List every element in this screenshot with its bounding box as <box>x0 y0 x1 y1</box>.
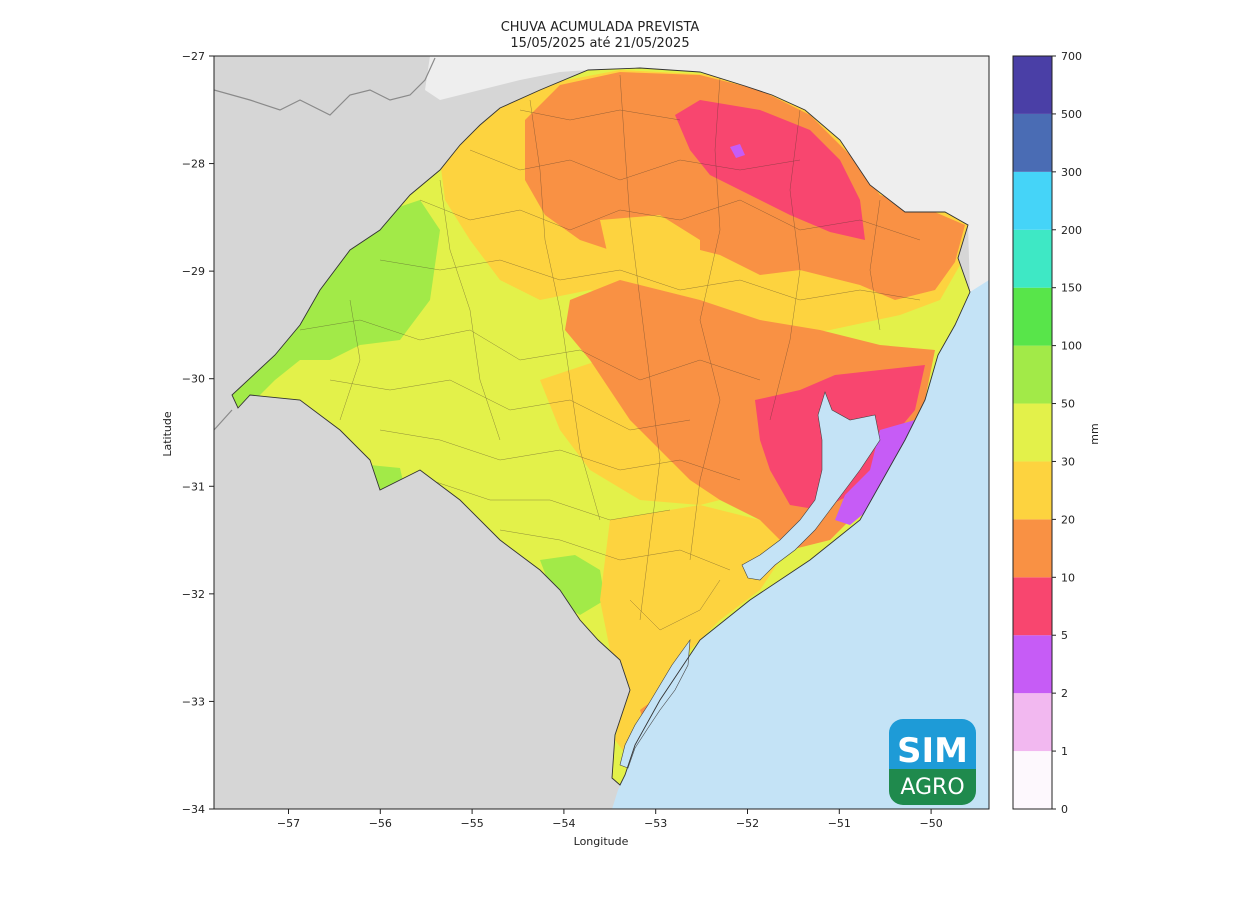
colorbar-band-150-200 <box>1013 229 1052 288</box>
colorbar-tick-label: 20 <box>1061 513 1075 526</box>
map-title-line1: CHUVA ACUMULADA PREVISTA <box>501 20 700 35</box>
map-panel <box>214 56 989 809</box>
colorbar-band-30-50 <box>1013 403 1052 462</box>
y-axis: −27 −28 −29 −30 −31 −32 −33 −34 <box>182 50 214 816</box>
logo-text-sim: SIM <box>897 731 968 771</box>
colorbar-unit-label: mm <box>1088 423 1101 444</box>
colorbar-tick-label: 50 <box>1061 398 1075 411</box>
zone-2-5-coast <box>835 420 915 525</box>
colorbar-band-300-500 <box>1013 113 1052 172</box>
border-line-north <box>214 57 436 116</box>
y-tick-label: −30 <box>182 373 205 386</box>
colorbar-band-500-700 <box>1013 56 1052 114</box>
atlantic-ocean <box>612 280 989 809</box>
colorbar-band-1-2 <box>1013 693 1052 752</box>
colorbar-tick-label: 30 <box>1061 455 1075 468</box>
colorbar-band-50-100 <box>1013 345 1052 404</box>
colorbar-tick-label: 5 <box>1061 629 1068 642</box>
x-tick-label: −50 <box>919 817 942 830</box>
colorbar-tick-label: 100 <box>1061 340 1082 353</box>
municipality-boundaries <box>299 74 921 631</box>
map-title-line2: 15/05/2025 até 21/05/2025 <box>510 36 689 51</box>
map-frame <box>213 55 990 810</box>
y-tick-label: −29 <box>182 265 205 278</box>
colorbar: 0 1 2 5 10 20 30 50 100 150 200 300 500 700 <box>1013 50 1082 816</box>
colorbar-band-200-300 <box>1013 171 1052 230</box>
lagoa-dos-patos <box>741 391 881 581</box>
y-tick-label: −32 <box>182 588 205 601</box>
sim-agro-logo: SIM AGRO <box>889 719 976 805</box>
colorbar-band-0-1 <box>1013 751 1052 809</box>
x-tick-label: −52 <box>736 817 759 830</box>
x-tick-label: −57 <box>277 817 300 830</box>
zone-2-5-north-spot <box>730 144 745 158</box>
colorbar-tick-label: 300 <box>1061 166 1082 179</box>
x-tick-label: −54 <box>552 817 575 830</box>
logo-text-agro: AGRO <box>900 775 964 800</box>
colorbar-band-2-5 <box>1013 635 1052 694</box>
x-tick-label: −53 <box>644 817 667 830</box>
colorbar-tick-label: 1 <box>1061 745 1068 758</box>
colorbar-band-5-10 <box>1013 577 1052 636</box>
zone-50-100-west <box>232 200 440 410</box>
x-tick-label: −51 <box>828 817 851 830</box>
colorbar-tick-label: 200 <box>1061 224 1082 237</box>
logo-bottom-panel <box>889 769 976 805</box>
y-axis-label: Latitude <box>161 411 174 457</box>
x-axis: −57 −56 −55 −54 −53 −52 −51 −50 <box>277 809 943 830</box>
y-tick-label: −31 <box>182 480 205 493</box>
x-axis-label: Longitude <box>574 835 629 848</box>
colorbar-tick-label: 150 <box>1061 282 1082 295</box>
zone-20-30-island <box>600 215 700 280</box>
colorbar-tick-label: 0 <box>1061 803 1068 816</box>
state-outline <box>231 67 971 786</box>
zone-20-30-south <box>600 505 790 760</box>
y-tick-label: −33 <box>182 695 205 708</box>
colorbar-band-10-20 <box>1013 519 1052 578</box>
x-tick-label: −55 <box>460 817 483 830</box>
santa-catarina-land <box>425 56 989 292</box>
colorbar-frame <box>1012 55 1053 810</box>
colorbar-tick-label: 2 <box>1061 687 1068 700</box>
logo-top-panel <box>889 719 976 769</box>
zone-5-10-north <box>675 100 865 240</box>
colorbar-tick-label: 700 <box>1061 50 1082 63</box>
colorbar-band-20-30 <box>1013 461 1052 520</box>
border-line-west <box>214 409 233 431</box>
lagoa-mirim <box>619 638 691 769</box>
y-tick-label: −28 <box>182 158 205 171</box>
colorbar-band-100-150 <box>1013 287 1052 346</box>
colorbar-tick-label: 10 <box>1061 571 1075 584</box>
rio-grande-do-sul <box>231 67 971 786</box>
colorbar-tick-label: 500 <box>1061 108 1082 121</box>
y-tick-label: −34 <box>182 803 205 816</box>
y-tick-label: −27 <box>182 50 205 63</box>
x-tick-label: −56 <box>369 817 392 830</box>
